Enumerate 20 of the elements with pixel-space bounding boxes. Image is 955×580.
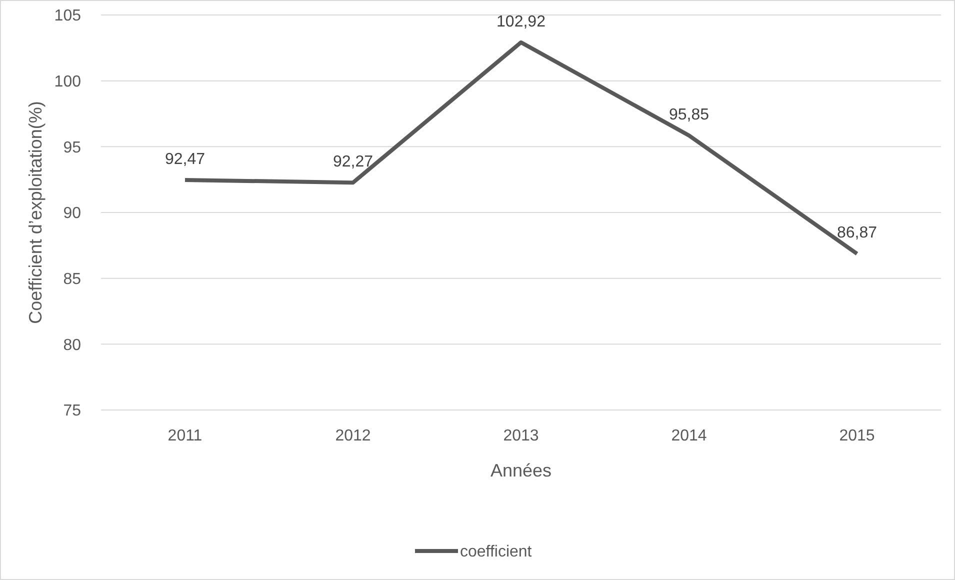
data-label: 86,87 [836, 224, 878, 242]
y-axis-title: Coefficient d’exploitation(%) [25, 101, 46, 324]
y-tick-label: 95 [63, 139, 82, 156]
data-label: 102,92 [496, 13, 546, 30]
x-tick-label: 2015 [839, 428, 875, 445]
data-label: 95,85 [668, 106, 710, 124]
x-tick-label: 2014 [671, 428, 707, 445]
legend-label: coefficient [460, 544, 532, 561]
data-label: 92,27 [332, 154, 374, 171]
y-tick-label: 100 [54, 73, 82, 90]
y-tick-label: 75 [63, 402, 82, 420]
y-tick-label: 85 [63, 270, 82, 288]
x-tick-label: 2011 [168, 428, 202, 445]
y-tick-label: 105 [54, 8, 82, 25]
x-axis-title: Années [490, 460, 552, 480]
data-label: 92,47 [164, 150, 206, 168]
x-tick-label: 2012 [335, 428, 371, 445]
y-tick-label: 80 [63, 336, 82, 354]
x-tick-label: 2013 [503, 428, 539, 445]
y-tick-label: 90 [63, 205, 82, 222]
